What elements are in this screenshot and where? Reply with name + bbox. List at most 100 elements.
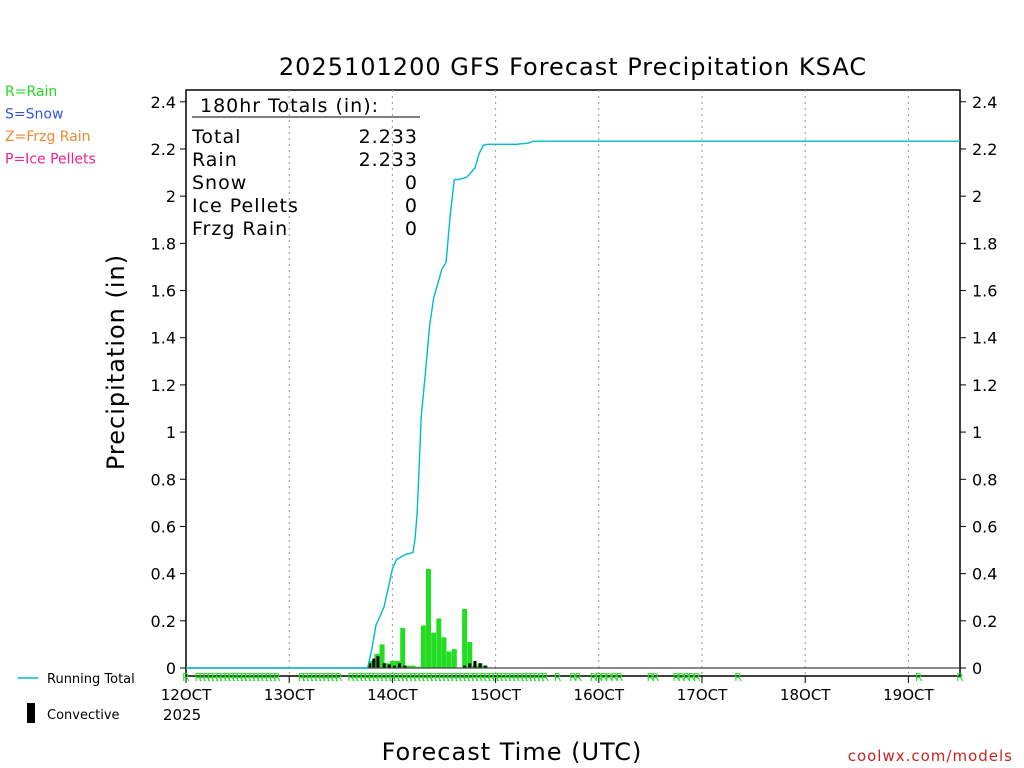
ptype-marker-rain: R xyxy=(195,671,203,684)
y-tick-label-left: 0.4 xyxy=(151,565,176,584)
y-tick-label-right: 0 xyxy=(972,659,982,678)
ptype-marker-rain: R xyxy=(500,671,508,684)
rain-bar xyxy=(441,637,447,668)
ptype-marker-rain: R xyxy=(215,671,223,684)
ptype-marker-rain: R xyxy=(228,671,236,684)
ptype-marker-rain: R xyxy=(683,671,691,684)
ptype-marker-rain: R xyxy=(393,671,401,684)
ptype-marker-rain: R xyxy=(203,671,211,684)
ptype-marker-rain: R xyxy=(693,671,701,684)
ptype-marker-rain: R xyxy=(521,671,529,684)
convective-bar xyxy=(398,663,402,668)
y-tick-label-left: 0.8 xyxy=(151,470,176,489)
x-tick-label: 17OCT xyxy=(677,686,728,704)
convective-bar xyxy=(382,663,386,668)
rain-bar xyxy=(462,609,468,668)
ptype-marker-rain: R xyxy=(438,671,446,684)
convective-bar xyxy=(463,665,467,668)
ptype-marker-rain: R xyxy=(252,671,260,684)
ptype-marker-rain: R xyxy=(471,671,479,684)
ptype-marker-rain: R xyxy=(672,671,680,684)
x-axis: 12OCT 13OCT 14OCT 15OCT 16OCT 17OCT 18OCT 19OCT xyxy=(161,676,935,704)
ptype-marker-rain: R xyxy=(265,671,273,684)
rain-bar xyxy=(395,660,401,668)
rain-bar xyxy=(405,665,411,668)
ptype-marker-rain: R xyxy=(430,671,438,684)
x-axis-label: Forecast Time (UTC) xyxy=(382,738,643,766)
y-tick-label-left: 1 xyxy=(166,423,176,442)
ptype-marker-rain: R xyxy=(384,671,392,684)
ptype-marker-rain: R xyxy=(554,671,562,684)
ptype-marker-rain: R xyxy=(459,671,467,684)
x-tick-label: 15OCT xyxy=(470,686,521,704)
legend-convective-swatch xyxy=(27,703,35,723)
convective-bar xyxy=(376,656,380,668)
y-tick-label-right: 2 xyxy=(972,187,982,206)
y-tick-label-right: 0.2 xyxy=(972,612,997,631)
rain-bar xyxy=(446,651,452,668)
y-tick-label-left: 0.2 xyxy=(151,612,176,631)
ptype-marker-rain: R xyxy=(310,671,318,684)
x-gridlines xyxy=(288,90,909,676)
ptype-marker-rain: R xyxy=(467,671,475,684)
ptype-marker-rain: R xyxy=(595,671,603,684)
x-tick-label: 18OCT xyxy=(780,686,831,704)
y-tick-label-right: 1.8 xyxy=(972,234,997,253)
ptype-marker-rain: R xyxy=(956,671,964,684)
ptype-marker-rain: R xyxy=(413,671,421,684)
ptype-marker-rain: R xyxy=(652,671,660,684)
ptype-marker-rain: R xyxy=(504,671,512,684)
convective-bar xyxy=(478,663,482,668)
ptype-marker-rain: R xyxy=(240,671,248,684)
ptype-marker-rain: R xyxy=(248,671,256,684)
ptype-marker-rain: R xyxy=(422,671,430,684)
ptype-legend-item: S=Snow xyxy=(5,107,63,123)
ptype-marker-rain: R xyxy=(450,671,458,684)
ptype-marker-rain: R xyxy=(347,671,355,684)
rain-bar xyxy=(400,627,406,668)
y-tick-label-right: 1.4 xyxy=(972,329,997,348)
x-tick-label: 14OCT xyxy=(367,686,418,704)
ptype-legend-item: R=Rain xyxy=(5,84,57,100)
convective-bar xyxy=(473,660,477,668)
watermark: coolwx.com/models xyxy=(848,747,1013,765)
ptype-marker-rain: R xyxy=(455,671,463,684)
rain-bar xyxy=(467,642,473,668)
ptype-legend-item: Z=Frzg Rain xyxy=(5,129,91,145)
ptype-marker-rain: R xyxy=(488,671,496,684)
rain-bar xyxy=(451,649,457,668)
ptype-marker-rain: R xyxy=(442,671,450,684)
ptype-marker-rain: R xyxy=(364,671,372,684)
ptype-marker-rain: R xyxy=(915,671,923,684)
totals-row-label: Snow xyxy=(192,172,247,194)
convective-bar xyxy=(392,665,396,668)
ptype-marker-rain: R xyxy=(302,671,310,684)
ptype-marker-rain: R xyxy=(517,671,525,684)
ptype-marker-rain: R xyxy=(492,671,500,684)
y-tick-label-left: 1.4 xyxy=(151,329,176,348)
chart-title: 2025101200 GFS Forecast Precipitation KS… xyxy=(279,53,867,81)
y-tick-label-right: 1 xyxy=(972,423,982,442)
ptype-marker-rain: R xyxy=(356,671,364,684)
ptype-marker-rain: R xyxy=(256,671,264,684)
y-tick-label-right: 1.6 xyxy=(972,282,997,301)
x-tick-label: 19OCT xyxy=(883,686,934,704)
totals-row-value: 0 xyxy=(405,218,418,240)
totals-row-label: Total xyxy=(191,126,241,148)
y-axis-right: 0 0.2 0.4 0.6 0.8 1 1.2 1.4 1.6 1.8 2 2.2 2.4 xyxy=(960,93,997,678)
convective-bar xyxy=(403,665,407,668)
ptype-marker-rain: R xyxy=(182,671,190,684)
year-label: 2025 xyxy=(163,706,201,724)
ptype-marker-rain: R xyxy=(600,671,608,684)
convective-bar xyxy=(483,665,487,668)
ptype-marker-rain: R xyxy=(647,671,655,684)
ptype-marker-rain: R xyxy=(616,671,624,684)
y-tick-label-left: 2.2 xyxy=(151,140,176,159)
ptype-marker-rain: R xyxy=(207,671,215,684)
convective-bar xyxy=(372,658,376,668)
ptype-marker-rain: R xyxy=(446,671,454,684)
y-tick-label-left: 1.2 xyxy=(151,376,176,395)
totals-row-label: Rain xyxy=(192,149,238,171)
